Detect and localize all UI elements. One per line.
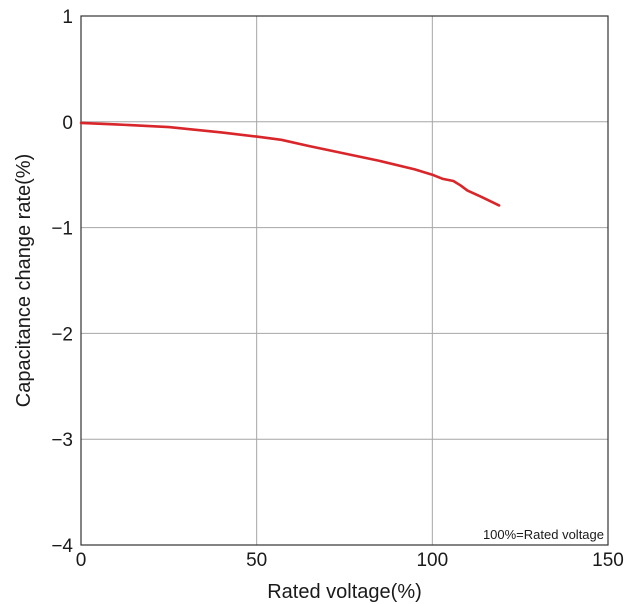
x-axis-label: Rated voltage(%) bbox=[267, 581, 422, 603]
series-line bbox=[79, 121, 501, 207]
grid-lines bbox=[81, 16, 608, 545]
x-tick-label: 150 bbox=[592, 550, 624, 571]
y-tick-label: −2 bbox=[51, 324, 73, 345]
series-layer bbox=[79, 121, 501, 207]
y-tick-label: −1 bbox=[51, 219, 73, 240]
y-tick-label: 1 bbox=[62, 7, 73, 28]
plot-frame bbox=[80, 15, 609, 546]
y-tick-label: −4 bbox=[51, 536, 73, 557]
x-tick-label: 50 bbox=[246, 550, 267, 571]
x-tick-labels: 0 50 100 150 bbox=[76, 550, 624, 571]
x-tick-label: 100 bbox=[416, 550, 448, 571]
y-tick-label: 0 bbox=[62, 113, 73, 134]
y-tick-labels: 1 0 −1 −2 −3 −4 bbox=[51, 7, 73, 557]
x-tick-label: 0 bbox=[76, 550, 87, 571]
rated-voltage-note: 100%=Rated voltage bbox=[483, 527, 604, 542]
y-axis-label: Capacitance change rate(%) bbox=[13, 154, 35, 407]
y-tick-label: −3 bbox=[51, 430, 73, 451]
